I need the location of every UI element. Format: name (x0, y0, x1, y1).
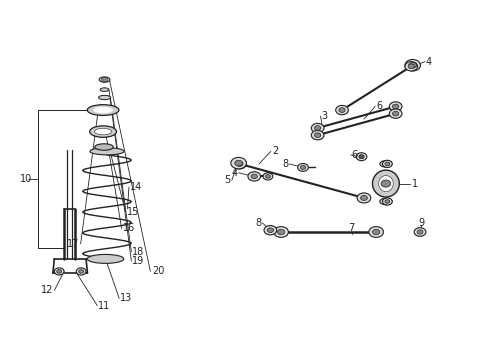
Ellipse shape (98, 95, 110, 100)
Ellipse shape (89, 126, 116, 137)
Circle shape (314, 126, 320, 130)
Ellipse shape (90, 148, 124, 155)
Circle shape (384, 200, 389, 203)
Text: 19: 19 (132, 256, 144, 266)
Circle shape (277, 229, 284, 235)
Circle shape (407, 64, 414, 69)
Circle shape (300, 166, 305, 170)
Circle shape (102, 77, 107, 82)
Text: 5: 5 (224, 175, 230, 185)
Circle shape (264, 226, 276, 235)
Text: 2: 2 (271, 146, 278, 156)
Ellipse shape (372, 170, 399, 197)
Ellipse shape (99, 77, 110, 82)
Circle shape (404, 62, 417, 71)
Circle shape (356, 193, 370, 203)
Ellipse shape (379, 161, 391, 167)
Circle shape (263, 173, 272, 180)
Circle shape (360, 195, 366, 201)
Circle shape (247, 172, 260, 181)
Text: 18: 18 (132, 247, 144, 257)
Circle shape (355, 153, 366, 161)
Text: 10: 10 (20, 174, 32, 184)
Circle shape (273, 226, 288, 237)
Circle shape (338, 108, 345, 112)
Ellipse shape (87, 105, 119, 116)
Circle shape (408, 62, 416, 68)
Text: 15: 15 (126, 207, 139, 217)
Circle shape (392, 104, 398, 109)
Circle shape (388, 102, 401, 111)
Circle shape (416, 230, 422, 234)
Circle shape (368, 226, 383, 237)
Circle shape (382, 160, 391, 167)
Circle shape (250, 174, 257, 179)
Circle shape (311, 131, 324, 140)
Text: 8: 8 (282, 159, 288, 169)
Circle shape (79, 270, 83, 273)
Circle shape (76, 268, 86, 275)
Text: 3: 3 (321, 111, 327, 121)
Circle shape (232, 159, 246, 169)
Text: 7: 7 (348, 224, 354, 233)
Text: 6: 6 (375, 102, 382, 112)
Ellipse shape (94, 129, 111, 135)
Circle shape (380, 180, 390, 187)
Circle shape (311, 123, 324, 133)
Circle shape (413, 228, 425, 236)
Circle shape (382, 198, 391, 205)
Circle shape (266, 228, 273, 233)
Circle shape (384, 162, 389, 166)
Circle shape (265, 175, 270, 178)
Circle shape (230, 157, 246, 169)
Text: 17: 17 (67, 239, 80, 249)
Circle shape (358, 155, 363, 158)
Text: 12: 12 (41, 285, 53, 296)
Ellipse shape (93, 107, 113, 113)
Circle shape (234, 160, 242, 166)
Circle shape (388, 109, 401, 118)
Circle shape (335, 105, 347, 115)
Circle shape (236, 161, 243, 166)
Circle shape (372, 229, 379, 235)
Text: 8: 8 (255, 218, 261, 228)
Text: 16: 16 (122, 224, 135, 233)
Text: 20: 20 (152, 266, 164, 276)
Text: 11: 11 (98, 301, 110, 311)
Ellipse shape (100, 88, 109, 91)
Ellipse shape (87, 255, 123, 264)
Ellipse shape (379, 198, 391, 205)
Text: 13: 13 (120, 293, 132, 303)
Text: 4: 4 (231, 168, 237, 178)
Text: 1: 1 (411, 179, 417, 189)
Circle shape (297, 163, 308, 171)
Text: 9: 9 (417, 218, 423, 228)
Ellipse shape (95, 144, 113, 150)
Circle shape (404, 59, 420, 71)
Circle shape (358, 155, 364, 159)
Ellipse shape (378, 176, 392, 192)
Circle shape (314, 133, 320, 138)
Text: 14: 14 (130, 182, 142, 192)
Circle shape (57, 270, 61, 273)
Circle shape (54, 268, 64, 275)
Circle shape (392, 111, 398, 116)
Text: 6: 6 (351, 150, 357, 160)
Text: 4: 4 (425, 57, 431, 67)
